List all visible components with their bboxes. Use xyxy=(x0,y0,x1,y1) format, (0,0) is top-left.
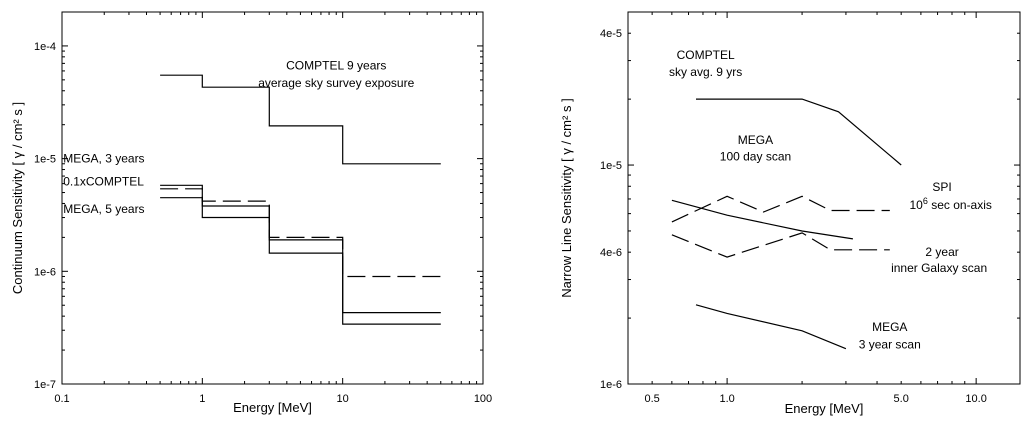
annotation-label: 2 year xyxy=(925,245,958,259)
annotation-label: 100 day scan xyxy=(720,149,791,163)
annotation-label: MEGA xyxy=(872,320,907,334)
x-axis-title: Energy [MeV] xyxy=(785,401,864,416)
y-axis-title: Narrow Line Sensitivity [ γ / cm² s ] xyxy=(559,98,574,297)
annotation-label: MEGA, 3 years xyxy=(63,152,144,166)
x-axis-title: Energy [MeV] xyxy=(233,400,312,415)
annotation-label: sky avg. 9 yrs xyxy=(669,65,742,79)
annotation-label: 0.1xCOMPTEL xyxy=(63,174,144,188)
y-tick-label: 1e-5 xyxy=(34,154,56,166)
y-tick-label: 1e-6 xyxy=(34,266,56,278)
series-line-1 xyxy=(160,74,441,165)
y-tick-label: 1e-4 xyxy=(34,41,56,53)
x-tick-label: 0.1 xyxy=(54,393,69,405)
plot-frame xyxy=(627,11,1021,385)
annotation-label: 106 sec on-axis xyxy=(910,196,992,212)
series-line-3 xyxy=(695,304,847,350)
narrow-line-sensitivity-chart: 0.5 1.0 5.0 10.0 1e-6 4e-6 1e-5 4e-5 Energy [MeV… xyxy=(559,11,1021,416)
annotation-label: SPI xyxy=(932,180,951,194)
annotation-label: MEGA, 5 years xyxy=(63,202,144,216)
y-axis-title: Continuum Sensitivity [ γ / cm² s ] xyxy=(10,102,25,294)
x-tick-label: 1 xyxy=(199,393,205,405)
y-tick-label: 4e-5 xyxy=(600,28,622,40)
annotation-label: MEGA xyxy=(738,133,773,147)
annotation-label: COMPTEL xyxy=(677,48,735,62)
series-line-4 xyxy=(160,197,441,325)
x-tick-label: 10 xyxy=(337,393,349,405)
series-line-4 xyxy=(671,195,890,223)
annotation-label: inner Galaxy scan xyxy=(891,261,987,275)
y-tick-label: 1e-5 xyxy=(600,160,622,172)
series-line-2 xyxy=(671,199,853,240)
x-tick-label: 1.0 xyxy=(719,393,734,405)
x-tick-label: 100 xyxy=(474,393,492,405)
plot-frame xyxy=(61,11,484,385)
series-line-1 xyxy=(696,98,902,166)
x-tick-label: 5.0 xyxy=(894,393,909,405)
annotation-label: 3 year scan xyxy=(859,338,921,352)
annotation-label: average sky survey exposure xyxy=(258,76,414,90)
x-tick-label: 10.0 xyxy=(965,393,986,405)
continuum-sensitivity-chart: 0.1 1 10 100 1e-7 1e-6 1e-5 1e-4 Energy [MeV] Con… xyxy=(10,11,492,415)
y-tick-label: 1e-7 xyxy=(34,379,56,391)
series-line-5 xyxy=(671,232,890,258)
y-tick-label: 1e-6 xyxy=(600,379,622,391)
x-tick-label: 0.5 xyxy=(644,393,659,405)
annotation-label: COMPTEL 9 years xyxy=(286,58,386,72)
y-tick-label: 4e-6 xyxy=(600,247,622,259)
